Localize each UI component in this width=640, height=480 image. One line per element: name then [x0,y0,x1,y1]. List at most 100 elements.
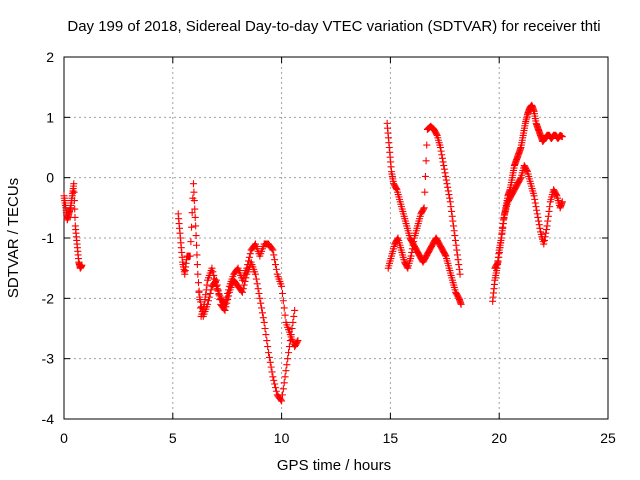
data-point [534,213,542,221]
data-point [266,358,274,366]
data-point [269,373,277,381]
data-point [189,180,197,188]
data-point [193,251,201,259]
data-point [530,192,538,200]
data-point [531,195,539,203]
data-point [437,147,445,155]
data-point [238,288,246,296]
data-point [392,185,400,193]
data-point [211,277,219,285]
series-segment-4-lower [491,162,566,272]
data-point [494,258,502,266]
data-point [268,245,276,253]
data-point [206,290,214,298]
data-point [544,212,552,220]
data-point [523,166,531,174]
data-point [500,215,508,223]
data-point [202,291,210,299]
data-point [440,165,448,173]
data-point [540,236,548,244]
x-axis-label: GPS time / hours [277,457,391,474]
data-point [446,194,454,202]
data-point [78,261,86,269]
data-point [531,199,539,207]
data-point [291,306,299,314]
series-segment-4 [489,101,566,305]
data-point [533,210,541,218]
data-point [287,331,295,339]
data-point [408,248,416,256]
data-point [410,238,418,246]
series-segment-3-upper [384,122,464,278]
data-point [558,133,566,141]
data-point [442,172,450,180]
data-point [409,241,417,249]
data-point [258,309,266,317]
data-point [284,355,292,363]
data-point [279,297,287,305]
data-point [419,205,427,213]
data-point [265,353,273,361]
data-point [451,236,459,244]
data-point [256,294,264,302]
data-point [558,198,566,206]
data-point [252,275,260,283]
y-axis-label: SDTVAR / TECUs [5,178,22,298]
data-point [541,233,549,241]
data-point [277,396,285,404]
series-segment-2 [174,180,302,351]
data-point [543,222,551,230]
data-point [204,297,212,305]
data-point [441,169,449,177]
data-point [455,261,463,269]
data-point [272,265,280,273]
data-point [246,250,254,258]
data-point [281,373,289,381]
x-tick-label: 25 [600,430,616,446]
data-point [496,244,504,252]
data-point [245,253,253,261]
data-point [285,349,293,357]
data-point [71,213,79,221]
data-point [290,312,298,320]
data-point [212,276,220,284]
data-point [441,251,449,259]
data-point [224,296,232,304]
data-point [191,205,199,213]
data-point [251,241,259,249]
data-point [262,331,270,339]
data-point [294,337,302,345]
data-point [188,223,196,231]
data-point [542,229,550,237]
data-point [442,176,450,184]
data-point [205,293,213,301]
data-point [197,298,205,306]
y-tick-label: 2 [46,49,54,65]
data-point [214,286,222,294]
data-point [272,261,280,269]
series-segment-2-lower [195,258,299,405]
data-point [453,246,461,254]
data-point [444,183,452,191]
data-point [70,197,78,205]
data-point [222,303,230,311]
data-point [254,285,262,293]
data-point [285,343,293,351]
y-tick-label: -3 [42,351,55,367]
data-point [532,203,540,211]
data-point [544,217,552,225]
data-point [191,213,199,221]
chart-title: Day 199 of 2018, Sidereal Day-to-day VTE… [67,18,600,35]
data-point [451,232,459,240]
data-point [259,314,267,322]
data-point [449,217,457,225]
data-point [196,293,204,301]
data-point [193,241,201,249]
data-point [497,239,505,247]
data-point [209,268,217,276]
data-point [193,261,201,269]
data-point [533,206,541,214]
data-point [190,188,198,196]
data-point [450,222,458,230]
